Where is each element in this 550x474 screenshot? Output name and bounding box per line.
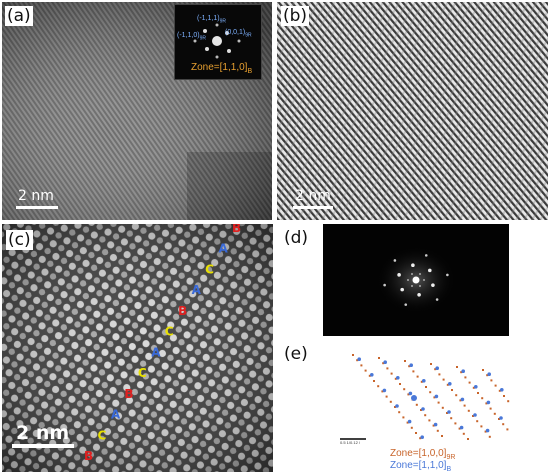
fft-pattern-d	[376, 246, 456, 314]
fft-spot-1: (-1,1,1)9R	[197, 15, 226, 25]
fft-zone-a: Zone=[1,1,0]B	[191, 62, 253, 75]
stacking-letter-a: A	[111, 408, 121, 422]
fft-inset-a: (-1,1,1)9R (0,0,1)9R (-1,1,0)9R Zone=[1,…	[174, 4, 262, 80]
stacking-letter-c: C	[165, 325, 174, 339]
scale-text-c: 2 nm	[16, 422, 70, 444]
stacking-letter-c: C	[138, 366, 147, 380]
zone-label-b: Zone=[1,1,0]B	[390, 460, 452, 472]
stacking-letter-b: B	[84, 449, 93, 463]
panel-e-label: (e)	[282, 344, 310, 364]
stacking-letter-b: B	[232, 224, 241, 235]
fft-spot-3: (-1,1,0)9R	[177, 32, 206, 42]
stacking-letter-a: A	[219, 242, 229, 256]
filtered-image-b	[277, 2, 548, 220]
panel-a: (a) (-1,1,1)9R (0,0,1)9R (-1,1,0)9R Zone…	[2, 2, 272, 220]
scale-bar-a	[16, 206, 58, 209]
panel-d	[323, 224, 509, 336]
scale-bar-c	[12, 444, 74, 448]
stacking-letter-b: B	[124, 387, 133, 401]
fft-inset-pattern	[193, 23, 241, 59]
stacking-letter-b: B	[178, 304, 187, 318]
stacking-letter-a: A	[192, 283, 202, 297]
panel-c-label: (c)	[6, 230, 33, 250]
fft-spot-2: (0,0,1)9R	[225, 29, 252, 39]
scale-text-b: 2 nm	[295, 188, 331, 204]
scale-bar-b	[293, 206, 333, 209]
simulated-diffraction-e	[340, 354, 510, 440]
stacking-letter-a: A	[151, 345, 161, 359]
panel-e: 0.5 1/0.12 / Zone=[1,0,0]9R Zone=[1,1,0]…	[332, 344, 512, 472]
panel-d-label: (d)	[282, 228, 311, 248]
scale-text-a: 2 nm	[18, 188, 54, 204]
scalebar-text-e: 0.5 1/0.12 /	[340, 440, 361, 445]
stacking-letter-c: C	[97, 428, 106, 442]
zone-label-9r: Zone=[1,0,0]9R	[390, 448, 456, 461]
stacking-letter-c: C	[205, 262, 214, 276]
panel-b: (b) 2 nm	[277, 2, 548, 220]
panel-a-label: (a)	[5, 6, 33, 26]
panel-b-label: (b)	[281, 6, 310, 26]
